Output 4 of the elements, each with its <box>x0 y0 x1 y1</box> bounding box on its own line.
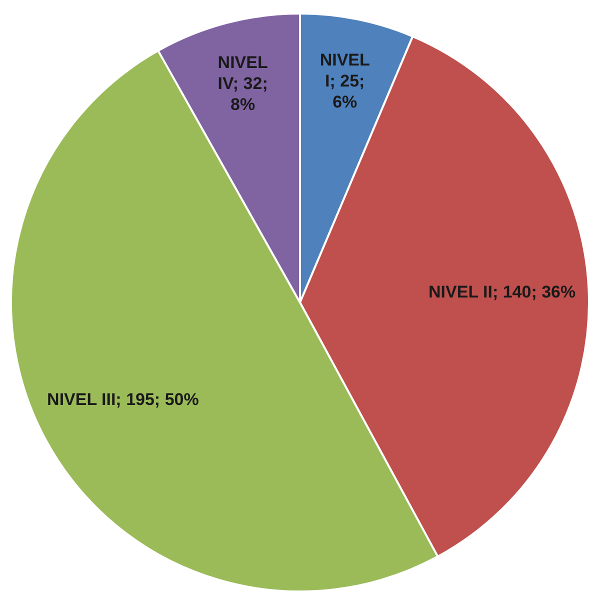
slice-label: NIVEL IV; 32; 8% <box>218 53 268 114</box>
slice-label: NIVEL III; 195; 50% <box>47 390 199 410</box>
slice-label: NIVEL I; 25; 6% <box>320 50 370 112</box>
slice-label: NIVEL II; 140; 36% <box>428 282 576 302</box>
